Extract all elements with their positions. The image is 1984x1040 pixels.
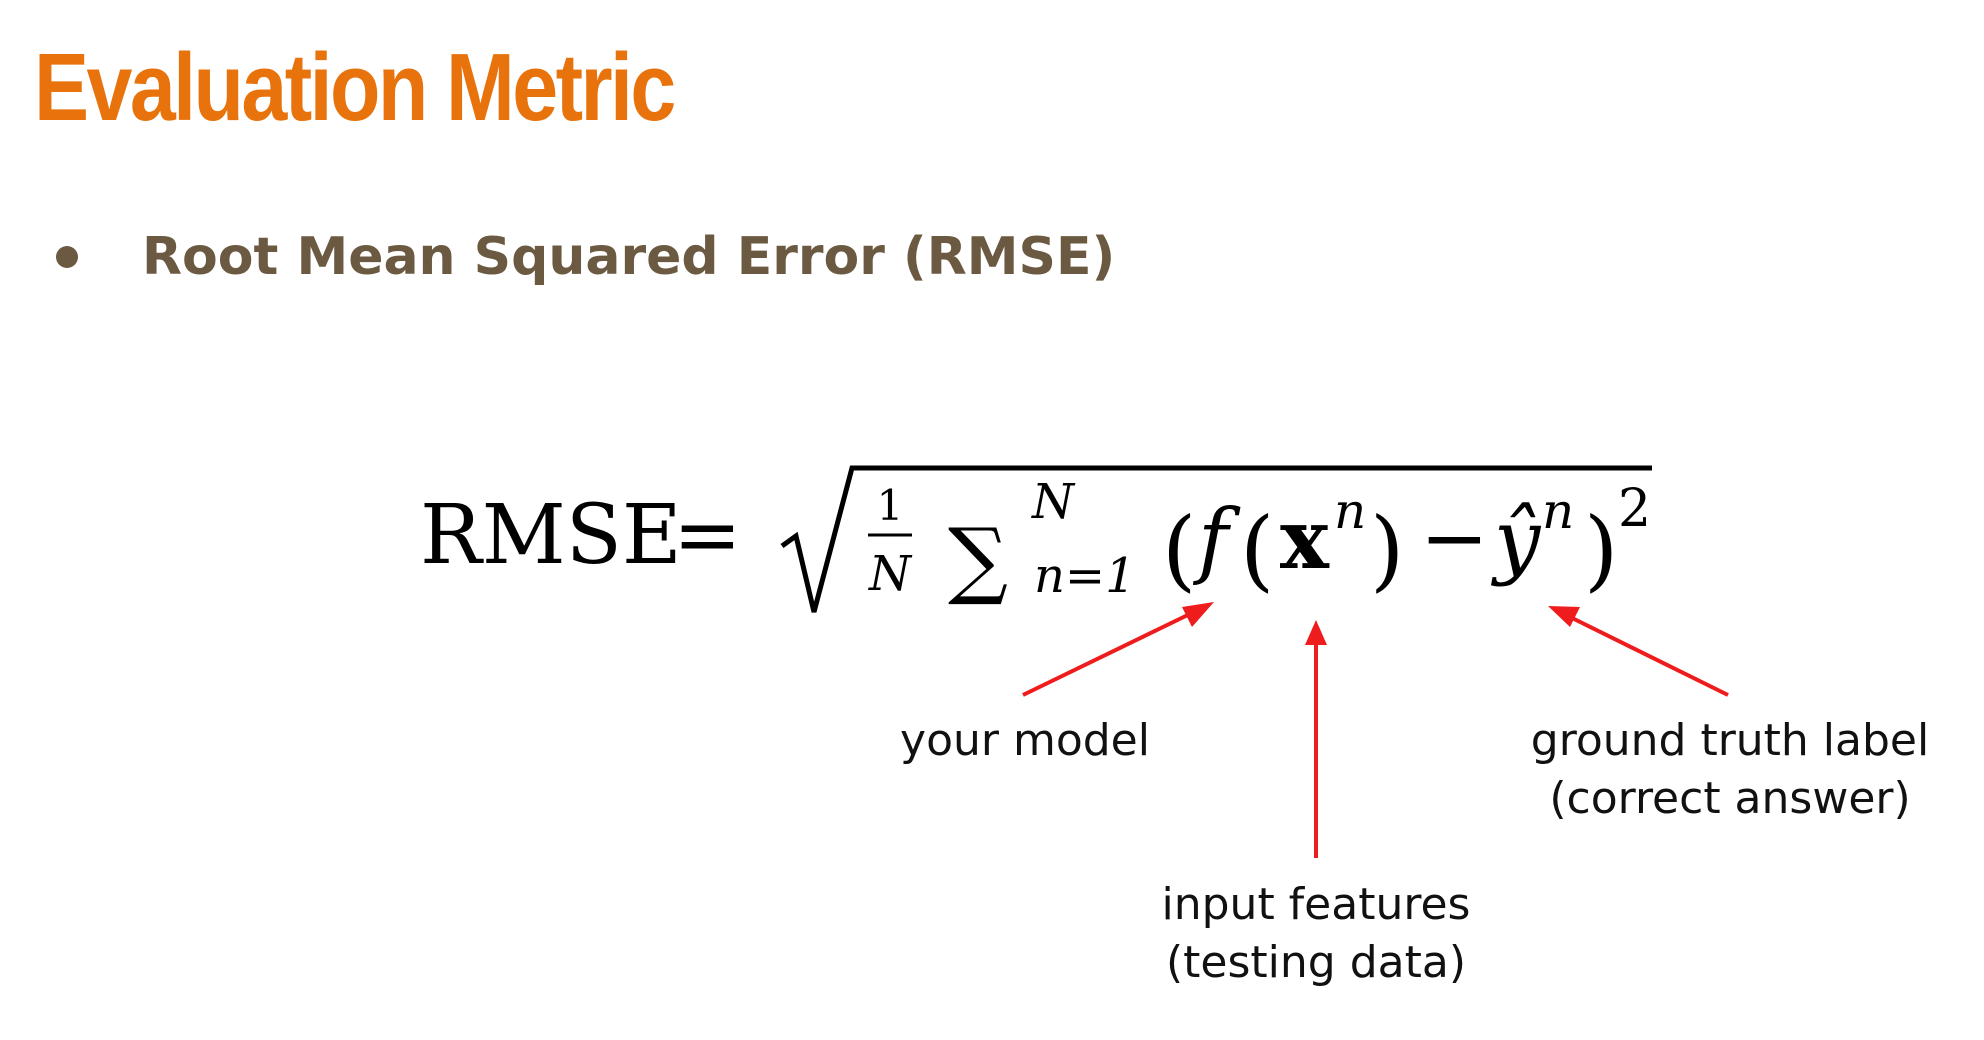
formula-inner-open-paren: (: [1240, 498, 1274, 601]
sqrt-sign-icon: [780, 465, 1652, 613]
arrow-model-shaft: [1022, 609, 1197, 697]
fraction-denominator: N: [868, 546, 913, 602]
formula-equals: =: [673, 488, 742, 583]
label-ground-truth: ground truth label (correct answer): [1500, 712, 1960, 828]
sum-upper-limit: N: [1031, 474, 1076, 530]
arrow-model-head-icon: [1182, 602, 1214, 627]
formula-lhs: RMSE: [420, 488, 682, 583]
formula-x: x: [1280, 492, 1330, 588]
slide-title: Evaluation Metric: [34, 34, 676, 141]
label-ground-truth-line1: ground truth label: [1530, 715, 1930, 766]
arrow-model: [1022, 602, 1214, 697]
formula-close-paren: ): [1584, 498, 1618, 601]
label-ground-truth-line2: (correct answer): [1549, 773, 1911, 824]
label-input-features: input features (testing data): [1136, 876, 1496, 992]
label-your-model: your model: [880, 712, 1170, 770]
summation-icon: ∑: [948, 510, 1008, 608]
formula-y-hat: ŷ: [1490, 493, 1542, 588]
label-your-model-line: your model: [900, 715, 1150, 766]
label-input-features-line2: (testing data): [1166, 937, 1466, 988]
formula-inner-close-paren: ): [1370, 498, 1404, 601]
bullet-text: Root Mean Squared Error (RMSE): [142, 227, 1116, 287]
bullet-item: Root Mean Squared Error (RMSE): [56, 222, 1115, 292]
arrow-truth-head-icon: [1548, 606, 1580, 627]
formula-open-paren: (: [1162, 498, 1196, 601]
formula-x-superscript: n: [1334, 482, 1366, 540]
arrow-features: [1305, 620, 1327, 858]
formula-f: f: [1192, 493, 1241, 588]
arrow-truth-shaft: [1565, 613, 1729, 697]
fraction-numerator: 1: [877, 481, 904, 530]
sum-lower-limit: n=1: [1034, 548, 1136, 604]
formula-minus: −: [1420, 491, 1489, 586]
bullet-dot-icon: [56, 246, 78, 268]
arrow-truth: [1548, 606, 1729, 697]
label-input-features-line1: input features: [1161, 879, 1471, 930]
formula-exponent: 2: [1618, 479, 1651, 539]
formula-y-superscript: n: [1542, 482, 1574, 540]
arrow-features-head-icon: [1305, 620, 1327, 645]
